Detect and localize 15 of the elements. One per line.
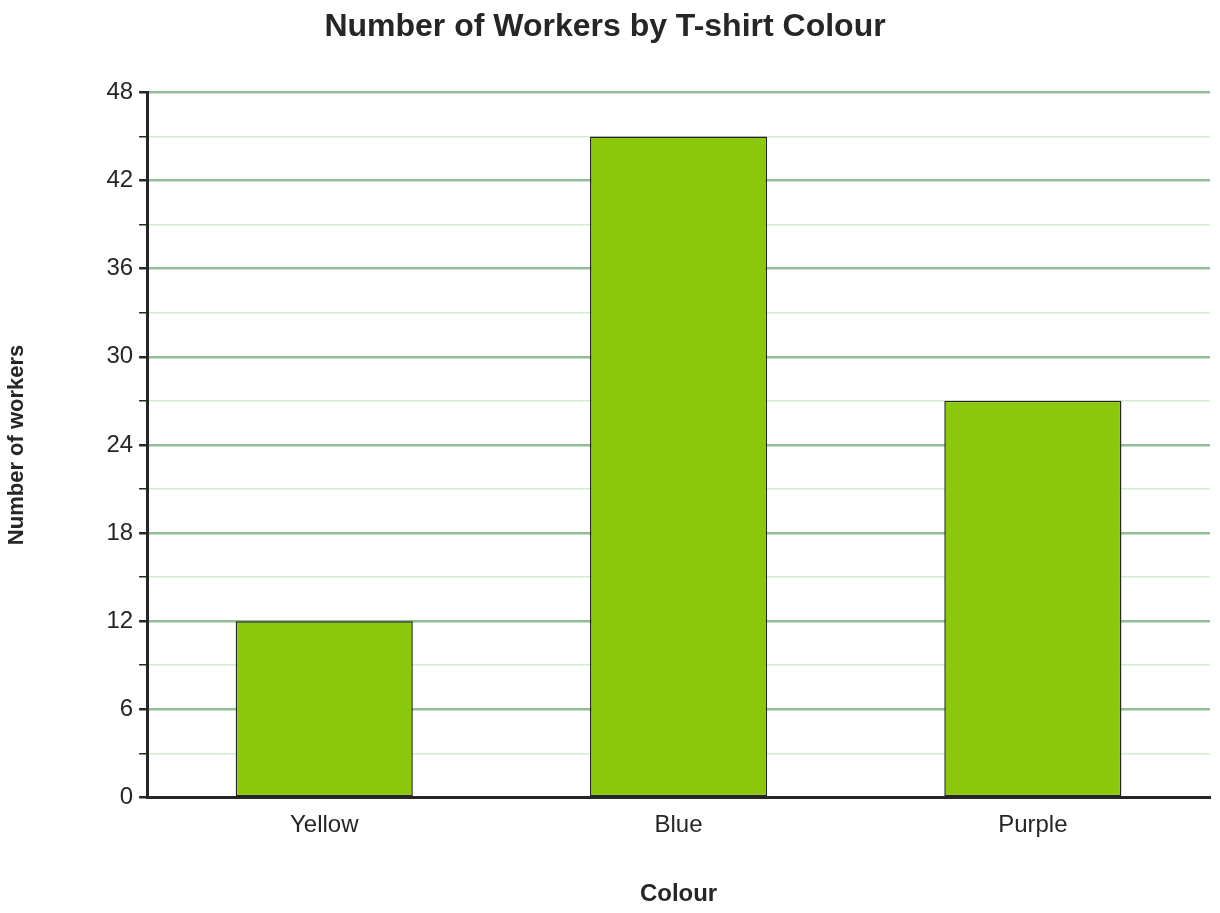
y-tick-label: 42 xyxy=(106,165,134,193)
x-tick-label: Yellow xyxy=(290,810,360,838)
x-axis-title: Colour xyxy=(639,879,718,907)
y-tick-label: 18 xyxy=(106,517,134,545)
y-tick-label: 30 xyxy=(106,341,134,369)
x-tick-label: Blue xyxy=(654,810,703,838)
y-tick-label: 12 xyxy=(106,605,134,633)
y-tick-label: 6 xyxy=(119,693,134,721)
chart-title: Number of Workers by T-shirt Colour xyxy=(324,7,886,44)
y-axis-title: Number of workers xyxy=(3,344,29,546)
y-tick-label: 0 xyxy=(119,782,134,810)
y-tick-label: 48 xyxy=(106,77,134,105)
x-tick-label: Purple xyxy=(998,810,1068,838)
y-tick-label: 24 xyxy=(106,429,134,457)
y-tick-label: 36 xyxy=(106,253,134,281)
